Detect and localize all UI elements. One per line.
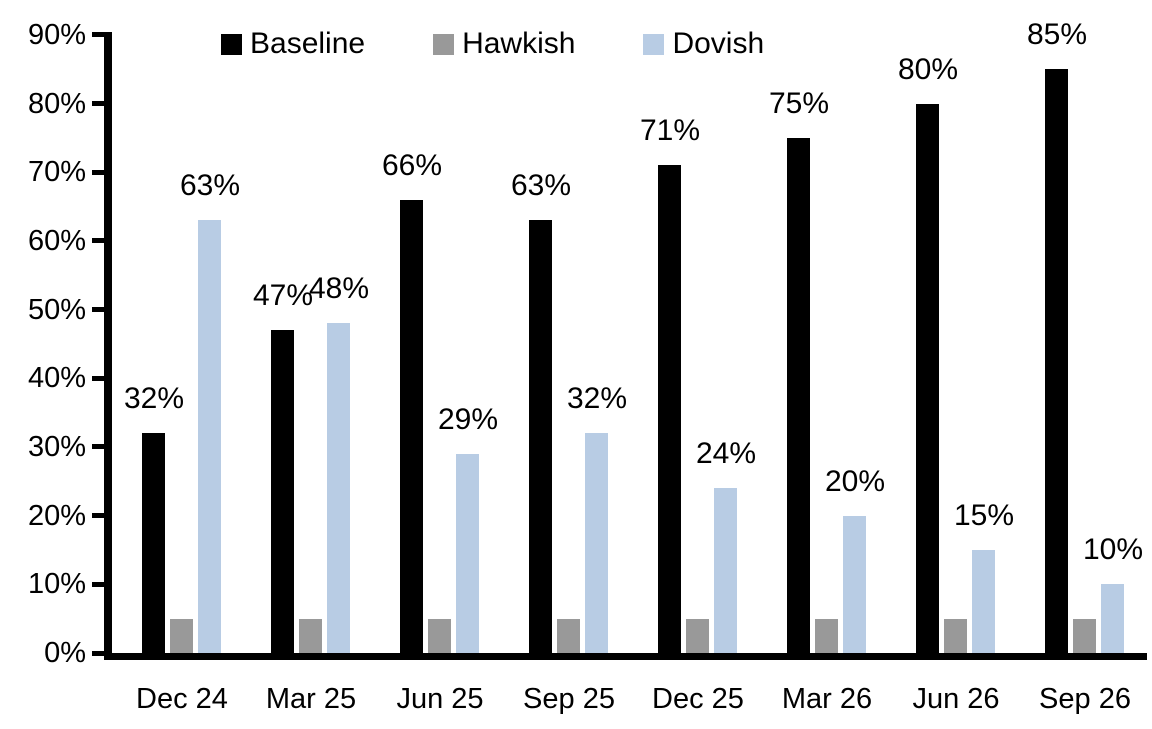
bar-baseline-sep-25 [529, 220, 552, 653]
bar-hawkish-jun-25 [428, 619, 451, 653]
bar-baseline-dec-24 [142, 433, 165, 653]
x-axis-line [104, 653, 1147, 660]
legend-swatch-baseline-icon [221, 33, 242, 55]
y-axis-tick-label: 30% [27, 431, 86, 463]
data-label-baseline: 32% [123, 382, 185, 415]
x-axis-category-label: Dec 24 [136, 683, 228, 715]
data-label-baseline: 85% [1026, 18, 1088, 51]
y-axis-tick-label: 10% [27, 568, 86, 600]
bar-baseline-jun-26 [916, 104, 939, 653]
y-axis-tick [92, 32, 105, 37]
data-label-dovish: 48% [308, 272, 370, 305]
y-axis-tick-label: 20% [27, 500, 86, 532]
bar-dovish-dec-25 [714, 488, 737, 653]
legend-swatch-hawkish-icon [433, 33, 455, 55]
legend-label: Hawkish [462, 27, 576, 60]
legend-label: Baseline [250, 27, 366, 60]
bar-dovish-mar-26 [843, 516, 866, 653]
bar-hawkish-dec-24 [170, 619, 193, 653]
data-label-dovish: 24% [695, 437, 757, 470]
y-axis-tick [92, 376, 105, 381]
y-axis-tick [92, 170, 105, 175]
bar-dovish-sep-25 [585, 433, 608, 653]
data-label-baseline: 75% [768, 87, 830, 120]
x-axis-category-label: Dec 25 [652, 683, 744, 715]
y-axis-tick [92, 582, 105, 587]
bar-baseline-sep-26 [1045, 69, 1068, 653]
y-axis-tick [92, 513, 105, 518]
x-axis-category-label: Mar 25 [265, 683, 357, 715]
data-label-dovish: 29% [437, 403, 499, 436]
y-axis-tick-label: 80% [27, 88, 86, 120]
x-axis-category-label: Jun 26 [912, 683, 1000, 715]
legend-label: Dovish [672, 27, 765, 60]
bar-dovish-jun-26 [972, 550, 995, 653]
y-axis-tick [92, 238, 105, 243]
y-axis-tick-label: 0% [44, 637, 86, 669]
y-axis-tick [92, 651, 105, 656]
x-axis-category-label: Jun 25 [396, 683, 484, 715]
y-axis-tick [92, 444, 105, 449]
y-axis-tick-label: 50% [27, 294, 86, 326]
legend-item-dovish: Dovish [643, 27, 764, 61]
data-label-dovish: 32% [566, 382, 628, 415]
bar-baseline-jun-25 [400, 200, 423, 653]
legend-item-hawkish: Hawkish [433, 27, 575, 61]
y-axis-tick-label: 70% [27, 156, 86, 188]
data-label-baseline: 47% [252, 279, 314, 312]
y-axis-tick-label: 90% [27, 19, 86, 51]
y-axis-tick-label: 40% [27, 362, 86, 394]
bar-baseline-mar-26 [787, 138, 810, 653]
data-label-baseline: 63% [510, 169, 572, 202]
y-axis-line [104, 32, 112, 660]
y-axis-tick [92, 307, 105, 312]
y-axis-tick [92, 101, 105, 106]
y-axis-tick-label: 60% [27, 225, 86, 257]
bar-hawkish-sep-26 [1073, 619, 1096, 653]
bar-dovish-dec-24 [198, 220, 221, 653]
legend-item-baseline: Baseline [221, 27, 365, 61]
bar-hawkish-mar-25 [299, 619, 322, 653]
bar-baseline-dec-25 [658, 165, 681, 653]
bar-dovish-jun-25 [456, 454, 479, 653]
data-label-baseline: 66% [381, 149, 443, 182]
bar-hawkish-sep-25 [557, 619, 580, 653]
data-label-dovish: 10% [1082, 533, 1144, 566]
data-label-dovish: 15% [953, 499, 1015, 532]
bar-hawkish-mar-26 [815, 619, 838, 653]
x-axis-category-label: Sep 25 [523, 683, 615, 715]
x-axis-category-label: Mar 26 [781, 683, 873, 715]
bar-baseline-mar-25 [271, 330, 294, 653]
data-label-dovish: 63% [179, 169, 241, 202]
x-axis-category-label: Sep 26 [1039, 683, 1131, 715]
legend: Baseline Hawkish Dovish [221, 27, 764, 61]
data-label-baseline: 80% [897, 53, 959, 86]
data-label-baseline: 71% [639, 114, 701, 147]
bar-dovish-sep-26 [1101, 584, 1124, 653]
bar-dovish-mar-25 [327, 323, 350, 653]
bar-hawkish-jun-26 [944, 619, 967, 653]
bar-hawkish-dec-25 [686, 619, 709, 653]
data-label-dovish: 20% [824, 465, 886, 498]
legend-swatch-dovish-icon [643, 33, 665, 55]
